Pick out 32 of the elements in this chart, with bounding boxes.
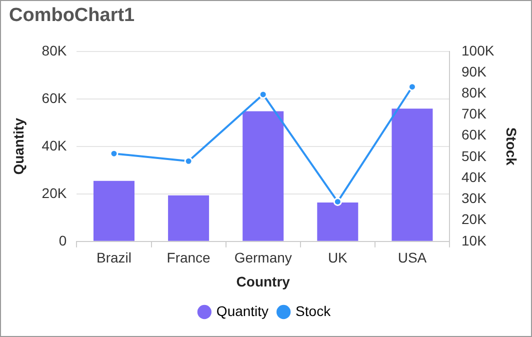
y2-tick-label: 80K [462,84,488,100]
x-tick-label: UK [328,250,348,266]
y-tick-label: 80K [42,42,68,58]
point [333,197,342,206]
y2-tick-label: 50K [462,148,488,164]
bar [168,195,210,241]
x-tick-label: Brazil [96,250,132,266]
chart-title: ComboChart1 [9,5,135,27]
x-tick-label: Germany [234,250,292,266]
legend-label: Quantity [216,302,269,319]
y2-axis-title: Stock [504,127,520,166]
y-tick-label: 0 [58,232,67,248]
y2-tick-label: 40K [462,168,488,185]
y-tick-label: 20K [42,184,68,201]
bar [242,111,284,241]
y2-tick-label: 20K [462,211,488,228]
x-axis-title: Country [236,273,290,290]
y2-tick-label: 100K [462,42,495,58]
y2-tick-label: 10K [462,232,488,248]
y2-tick-label: 90K [462,63,488,80]
x-tick-label: France [166,250,211,266]
bar [317,202,358,241]
y2-tick-label: 70K [462,106,488,122]
bar [93,180,134,241]
y-tick-label: 60K [42,90,68,106]
y-axis-title: Quantity [10,118,26,175]
y2-tick-label: 30K [462,190,488,206]
x-tick-label: USA [398,250,428,266]
legend-label: Stock [296,302,332,319]
bar [392,108,433,241]
y-tick-label: 40K [42,137,68,154]
y2-tick-label: 60K [462,126,488,143]
